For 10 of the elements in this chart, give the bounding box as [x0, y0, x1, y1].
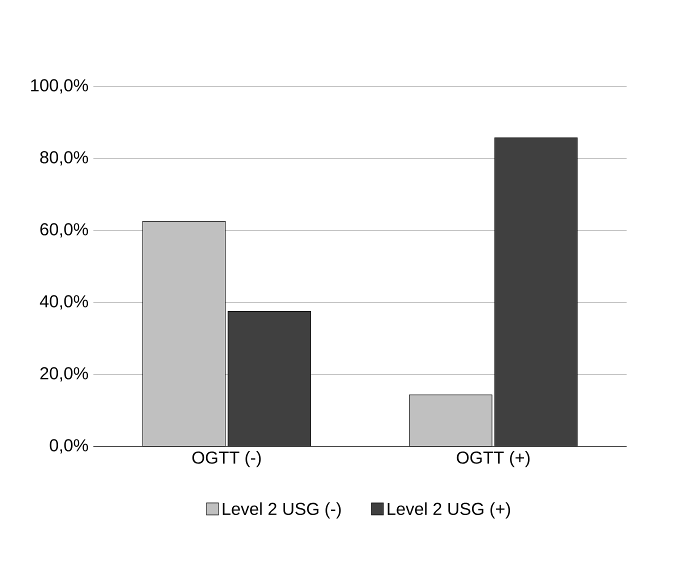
- y-tick-label: 80,0%: [40, 151, 88, 166]
- legend-label: Level 2 USG (-): [222, 502, 341, 518]
- y-tick-label: 0,0%: [50, 439, 88, 454]
- y-tick-label: 40,0%: [40, 295, 88, 310]
- x-tick-label: OGTT (-): [192, 451, 261, 468]
- legend-label: Level 2 USG (+): [388, 502, 510, 518]
- y-tick-label: 20,0%: [40, 367, 88, 382]
- y-tick-label: 60,0%: [40, 223, 88, 238]
- x-tick-label: OGTT (+): [456, 451, 530, 468]
- y-tick-label: 100,0%: [31, 79, 88, 94]
